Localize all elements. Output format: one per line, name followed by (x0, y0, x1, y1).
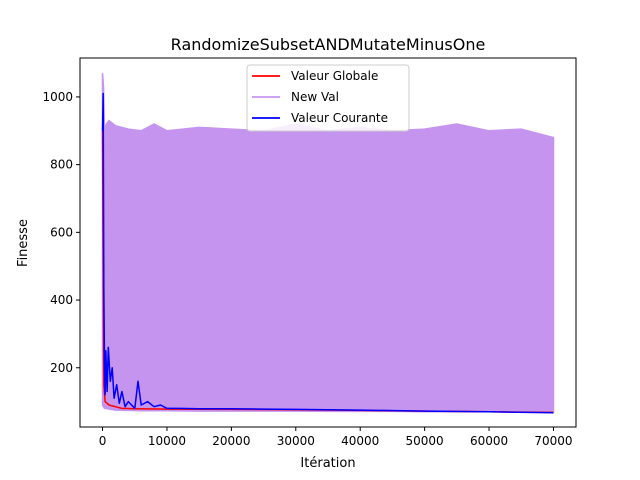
legend-box (246, 64, 410, 132)
legend-label: Valeur Globale (291, 69, 378, 83)
x-tick-label: 0 (99, 434, 107, 448)
x-tick-label: 60000 (470, 434, 508, 448)
y-tick-label: 400 (50, 293, 73, 307)
y-tick-label: 200 (50, 361, 73, 375)
x-axis-label: Itération (300, 456, 355, 471)
series-valeur-courante (101, 92, 554, 414)
y-tick-label: 1000 (42, 90, 73, 104)
x-tick-label: 50000 (406, 434, 444, 448)
legend-label: New Val (291, 90, 339, 104)
legend-label: Valeur Courante (291, 111, 388, 125)
x-tick-label: 30000 (277, 434, 315, 448)
y-axis: 200 400 600 800 1000 (42, 90, 80, 375)
x-tick-label: 20000 (212, 434, 250, 448)
axes-frame (79, 57, 577, 428)
y-axis-label: Finesse (16, 219, 31, 267)
x-tick-label: 10000 (148, 434, 186, 448)
y-tick-label: 600 (50, 225, 73, 239)
chart-title: RandomizeSubsetANDMutateMinusOne (171, 35, 486, 54)
y-tick-label: 800 (50, 158, 73, 172)
legend: Valeur Globale New Val Valeur Courante (246, 64, 410, 132)
x-axis: 0 10000 20000 30000 40000 50000 60000 70000 (99, 427, 573, 448)
plot-area (101, 73, 555, 414)
x-tick-label: 40000 (341, 434, 379, 448)
x-tick-label: 70000 (534, 434, 572, 448)
